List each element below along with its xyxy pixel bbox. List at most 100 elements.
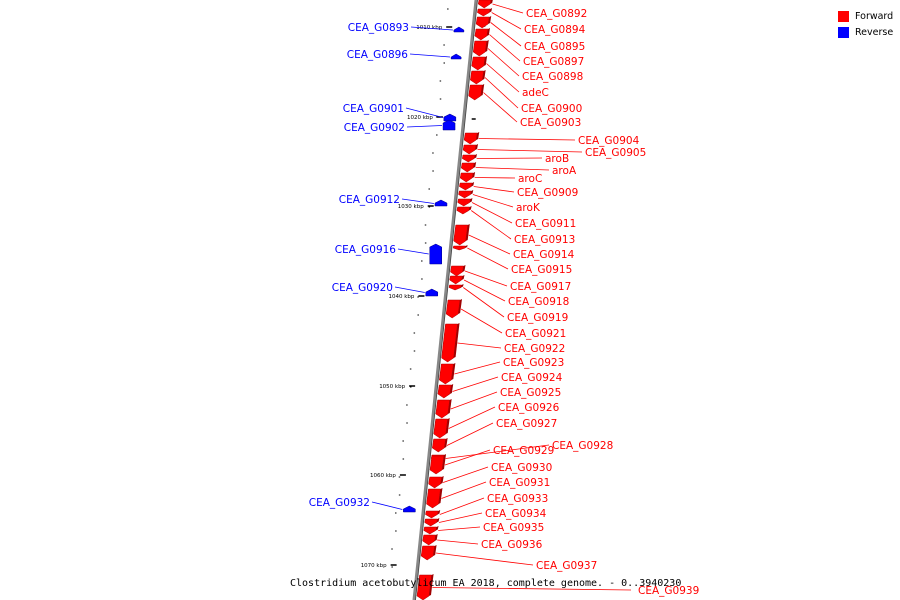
forward-gene-block[interactable] [452, 245, 466, 251]
reverse-gene-block[interactable] [443, 113, 457, 122]
forward-gene-block[interactable] [477, 8, 491, 17]
forward-gene-label[interactable]: CEA_G0924 [501, 372, 563, 384]
forward-gene-block[interactable] [456, 206, 470, 215]
forward-gene-label[interactable]: CEA_G0927 [496, 418, 557, 430]
forward-gene-label[interactable]: CEA_G0911 [515, 218, 576, 230]
forward-gene-block[interactable] [449, 275, 463, 285]
forward-gene-label[interactable]: CEA_G0936 [481, 539, 543, 551]
forward-gene-label[interactable]: CEA_G0904 [578, 135, 640, 147]
forward-gene-block[interactable] [424, 518, 438, 527]
reverse-gene-label[interactable]: CEA_G0901 [343, 103, 404, 115]
forward-gene-block[interactable] [472, 40, 488, 57]
forward-gene-block[interactable] [448, 284, 462, 291]
forward-gene-block[interactable] [463, 132, 478, 145]
forward-gene-label[interactable]: CEA_G0903 [520, 117, 581, 129]
forward-gene-block[interactable] [426, 488, 441, 509]
forward-gene-block[interactable] [459, 172, 474, 183]
forward-gene-label[interactable]: aroB [545, 153, 569, 165]
forward-gene-block[interactable] [429, 455, 445, 475]
forward-gene-label[interactable]: adeC [522, 87, 549, 99]
forward-gene-block[interactable] [475, 16, 490, 29]
forward-gene-label[interactable]: CEA_G0939 [638, 585, 699, 597]
forward-gene-block[interactable] [422, 534, 437, 546]
forward-gene-block[interactable] [457, 198, 471, 207]
forward-gene-block[interactable] [470, 70, 484, 85]
reverse-gene-label[interactable]: CEA_G0920 [332, 282, 393, 294]
forward-gene-label[interactable]: CEA_G0934 [485, 508, 547, 520]
forward-leader-line [491, 12, 522, 30]
forward-gene-block[interactable] [459, 182, 473, 191]
forward-gene-label[interactable]: CEA_G0925 [500, 387, 561, 399]
forward-gene-label[interactable]: CEA_G0926 [498, 402, 560, 414]
forward-gene-block[interactable] [468, 84, 483, 101]
reverse-gene-block[interactable] [403, 505, 416, 513]
forward-gene-label[interactable]: CEA_G0922 [504, 343, 565, 355]
forward-leader-line [486, 63, 520, 93]
forward-gene-label[interactable]: CEA_G0931 [489, 477, 550, 489]
forward-gene-shade [436, 518, 440, 523]
forward-gene-label[interactable]: CEA_G0915 [511, 264, 572, 276]
forward-gene-label[interactable]: aroC [518, 173, 542, 185]
forward-gene-block[interactable] [450, 265, 464, 277]
forward-gene-label[interactable]: CEA_G0933 [487, 493, 548, 505]
forward-gene-label[interactable]: CEA_G0897 [523, 56, 584, 68]
forward-gene-shade [480, 84, 485, 96]
forward-gene-block[interactable] [423, 526, 437, 535]
forward-gene-block[interactable] [445, 299, 461, 319]
reverse-gene-label[interactable]: CEA_G0902 [344, 122, 405, 134]
forward-gene-label[interactable]: CEA_G0921 [505, 328, 566, 340]
forward-gene-block[interactable] [458, 190, 472, 199]
forward-gene-label[interactable]: CEA_G0928 [552, 440, 613, 452]
reverse-gene-block[interactable] [429, 243, 443, 265]
forward-gene-block[interactable] [474, 28, 489, 41]
forward-gene-block[interactable] [433, 418, 448, 439]
forward-gene-label[interactable]: CEA_G0894 [524, 24, 586, 36]
forward-gene-label[interactable]: aroA [552, 165, 577, 177]
forward-gene-block[interactable] [435, 399, 450, 419]
forward-gene-label[interactable]: CEA_G0900 [521, 103, 582, 115]
forward-gene-block[interactable] [441, 323, 458, 363]
forward-gene-shade [438, 488, 443, 504]
reverse-gene-label[interactable]: CEA_G0916 [335, 244, 397, 256]
forward-gene-block[interactable] [416, 574, 432, 600]
forward-gene-label[interactable]: CEA_G0929 [493, 445, 554, 457]
forward-gene-block[interactable] [420, 545, 435, 561]
reverse-gene-block[interactable] [453, 26, 465, 33]
forward-gene-label[interactable]: aroK [516, 202, 541, 214]
forward-leader-line [468, 234, 511, 255]
forward-gene-label[interactable]: CEA_G0919 [507, 312, 568, 324]
forward-gene-label[interactable]: CEA_G0917 [510, 281, 571, 293]
forward-gene-label[interactable]: CEA_G0930 [491, 462, 552, 474]
forward-gene-label[interactable]: CEA_G0905 [585, 147, 646, 159]
forward-gene-label[interactable]: CEA_G0914 [513, 249, 575, 261]
reverse-gene-label[interactable]: CEA_G0896 [347, 49, 409, 61]
forward-gene-block[interactable] [453, 224, 469, 246]
reverse-gene-label[interactable]: CEA_G0912 [339, 194, 400, 206]
reverse-gene-block[interactable] [434, 199, 448, 207]
forward-gene-label[interactable]: CEA_G0935 [483, 522, 544, 534]
forward-gene-label[interactable]: CEA_G0895 [524, 41, 585, 53]
forward-gene-label[interactable]: CEA_G0892 [526, 8, 587, 20]
forward-gene-block[interactable] [471, 56, 486, 71]
reverse-gene-label[interactable]: CEA_G0893 [348, 22, 409, 34]
forward-gene-block[interactable] [432, 438, 446, 453]
forward-gene-label[interactable]: CEA_G0913 [514, 234, 575, 246]
forward-gene-block[interactable] [460, 162, 475, 173]
forward-gene-label[interactable]: CEA_G0937 [536, 560, 597, 572]
forward-gene-block[interactable] [461, 154, 476, 163]
forward-gene-block[interactable] [428, 476, 443, 489]
forward-gene-block[interactable] [425, 510, 439, 519]
forward-gene-label[interactable]: CEA_G0923 [503, 357, 564, 369]
reverse-gene-block[interactable] [425, 288, 439, 297]
reverse-gene-label[interactable]: CEA_G0932 [309, 497, 370, 509]
reverse-gene-block[interactable] [442, 119, 456, 131]
forward-gene-block[interactable] [437, 384, 452, 399]
forward-gene-block[interactable] [462, 144, 477, 155]
forward-gene-block[interactable] [477, 0, 492, 9]
forward-gene-label[interactable]: CEA_G0898 [522, 71, 583, 83]
reverse-gene-block[interactable] [450, 53, 462, 60]
forward-gene-block[interactable] [439, 363, 454, 385]
forward-gene-label[interactable]: CEA_G0918 [508, 296, 569, 308]
forward-gene-shade [489, 8, 493, 13]
forward-gene-label[interactable]: CEA_G0909 [517, 187, 578, 199]
